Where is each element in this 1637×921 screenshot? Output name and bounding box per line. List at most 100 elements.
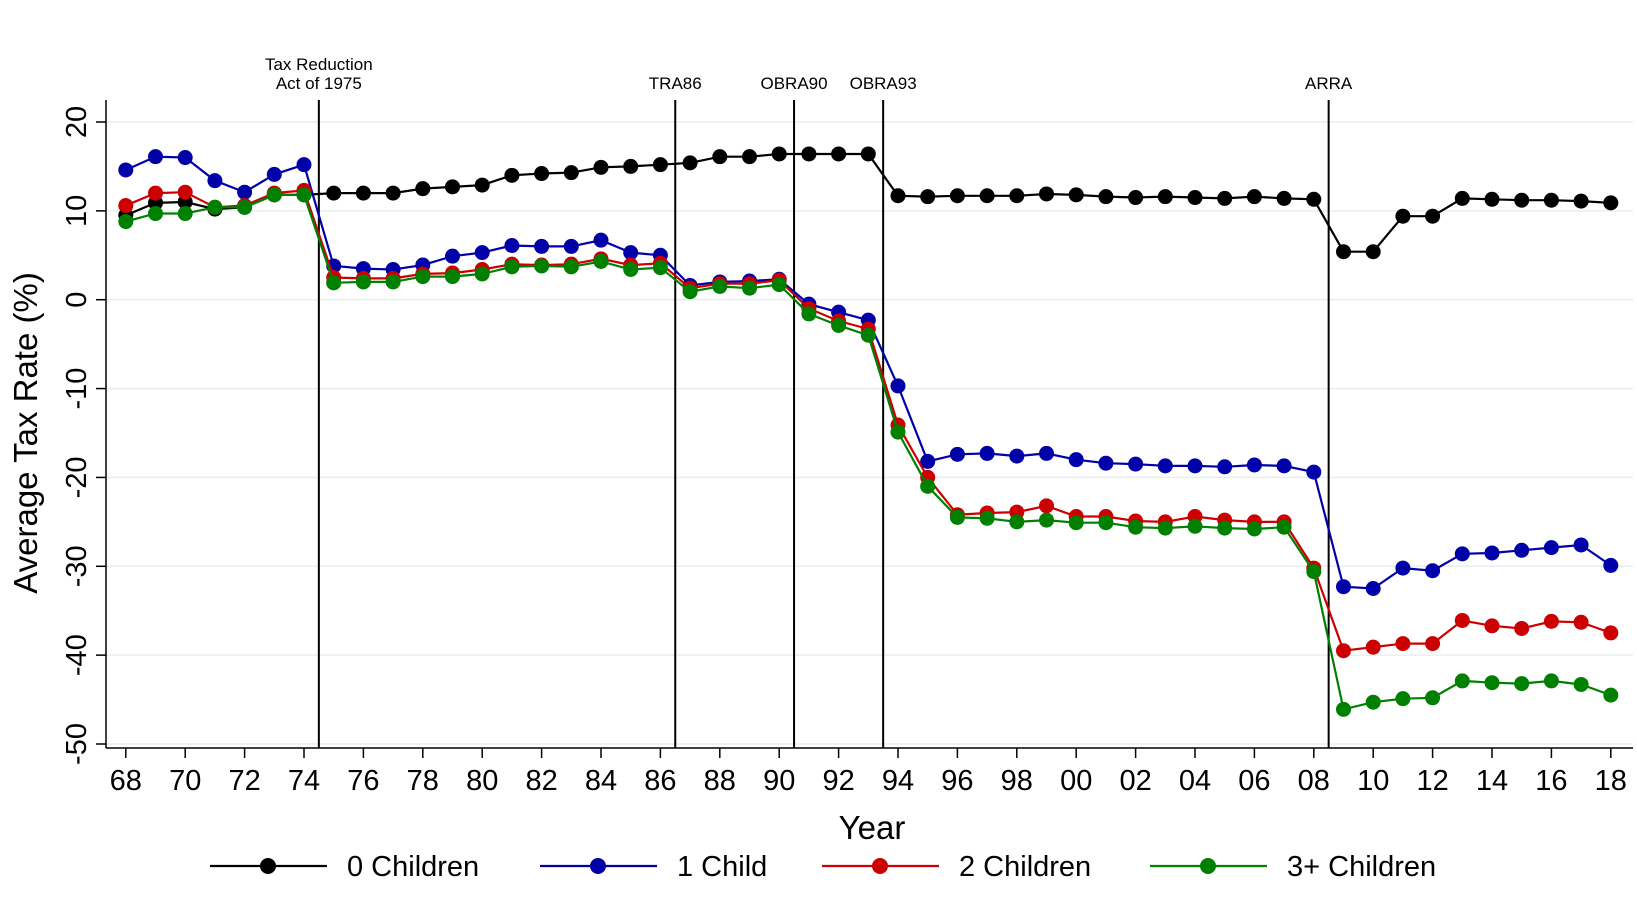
data-point <box>1246 521 1262 537</box>
data-point <box>1603 195 1619 211</box>
data-point <box>593 254 609 270</box>
legend-item: 1 Child <box>540 851 767 883</box>
data-point <box>1098 455 1114 471</box>
series-1-child <box>118 149 1619 596</box>
data-point <box>1246 457 1262 473</box>
data-point <box>593 232 609 248</box>
data-point <box>652 260 668 276</box>
data-point <box>1395 208 1411 224</box>
x-tick-label: 80 <box>466 765 498 797</box>
data-point <box>949 509 965 525</box>
data-point <box>148 185 163 201</box>
axes: 20 10 0 -10 -20 -30 -40 -50 68 70 72 74 76 78 80 82 84 86… <box>61 100 1633 797</box>
y-tick-label: -20 <box>61 456 93 498</box>
data-point <box>385 274 401 290</box>
data-point <box>237 184 253 200</box>
x-tick-label: 88 <box>704 765 736 797</box>
data-point <box>1217 520 1233 536</box>
data-point <box>979 510 995 526</box>
data-point <box>534 238 550 254</box>
legend-item: 0 Children <box>210 851 479 883</box>
data-point <box>1484 675 1500 691</box>
data-point <box>1187 518 1203 534</box>
data-point <box>1365 639 1381 655</box>
x-tick-label: 70 <box>169 765 201 797</box>
data-point <box>1425 208 1441 224</box>
x-tick-label: 90 <box>763 765 795 797</box>
legend: 0 Children 1 Child 2 Children 3+ Children <box>210 851 1436 883</box>
data-point <box>652 157 668 173</box>
y-tick-label: 20 <box>61 106 93 138</box>
data-point <box>1098 515 1114 531</box>
data-point <box>860 327 876 343</box>
x-tick-label: 98 <box>1001 765 1033 797</box>
x-tick-label: 72 <box>228 765 260 797</box>
data-point <box>266 166 282 182</box>
gridlines <box>106 121 1633 745</box>
data-point <box>1425 690 1441 706</box>
x-tick-label: 86 <box>644 765 676 797</box>
data-point <box>207 173 223 189</box>
data-point <box>1128 519 1144 535</box>
event-label: ARRA <box>1305 74 1353 93</box>
data-point <box>177 150 193 166</box>
data-point <box>415 269 431 285</box>
data-point <box>504 259 520 275</box>
data-point <box>1365 581 1381 596</box>
data-point <box>682 284 698 300</box>
data-point <box>534 166 550 182</box>
data-point <box>1276 458 1292 474</box>
data-point <box>148 206 163 222</box>
event-label: OBRA93 <box>850 74 917 93</box>
data-point <box>712 278 728 294</box>
data-point <box>1306 191 1322 207</box>
data-point <box>1276 519 1292 535</box>
data-point <box>563 165 579 181</box>
data-point <box>118 162 134 178</box>
data-point <box>831 317 847 333</box>
data-point <box>1543 613 1559 629</box>
x-tick-label: 04 <box>1179 765 1211 797</box>
x-tick-label: 14 <box>1476 765 1508 797</box>
data-point <box>949 446 965 462</box>
data-point <box>1306 464 1322 480</box>
data-point <box>1543 673 1559 689</box>
data-point <box>1009 448 1025 464</box>
series-line <box>125 193 1612 711</box>
data-point <box>1514 192 1530 208</box>
data-point <box>445 269 460 285</box>
data-point <box>1336 643 1351 659</box>
series-3-children <box>118 187 1619 717</box>
legend-item: 3+ Children <box>1150 851 1436 883</box>
x-tick-label: 84 <box>585 765 617 797</box>
data-point <box>1306 564 1322 580</box>
data-point <box>1425 563 1441 579</box>
data-point <box>237 199 253 215</box>
y-tick-label: -30 <box>61 545 93 587</box>
data-point <box>1573 676 1589 692</box>
data-point <box>1098 189 1114 205</box>
data-point <box>979 188 995 204</box>
data-point <box>1068 187 1084 203</box>
data-point <box>1039 445 1054 461</box>
data-point <box>1128 456 1144 472</box>
data-point <box>890 188 906 204</box>
x-tick-label: 16 <box>1535 765 1567 797</box>
data-point <box>801 146 817 162</box>
x-tick-label: 08 <box>1298 765 1330 797</box>
data-point <box>1484 545 1500 561</box>
data-point <box>1603 557 1619 573</box>
series-2-children <box>118 182 1619 659</box>
data-point <box>1068 515 1084 531</box>
data-point <box>1484 618 1500 634</box>
data-point <box>801 306 817 322</box>
series-line <box>125 152 1611 253</box>
data-point <box>682 155 698 171</box>
x-tick-label: 92 <box>822 765 854 797</box>
x-axis-title: Year <box>839 809 906 846</box>
data-point <box>1068 452 1084 468</box>
data-point <box>1187 190 1203 206</box>
data-point <box>355 274 371 290</box>
y-axis-title: Average Tax Rate (%) <box>7 272 44 594</box>
data-point <box>385 185 401 201</box>
